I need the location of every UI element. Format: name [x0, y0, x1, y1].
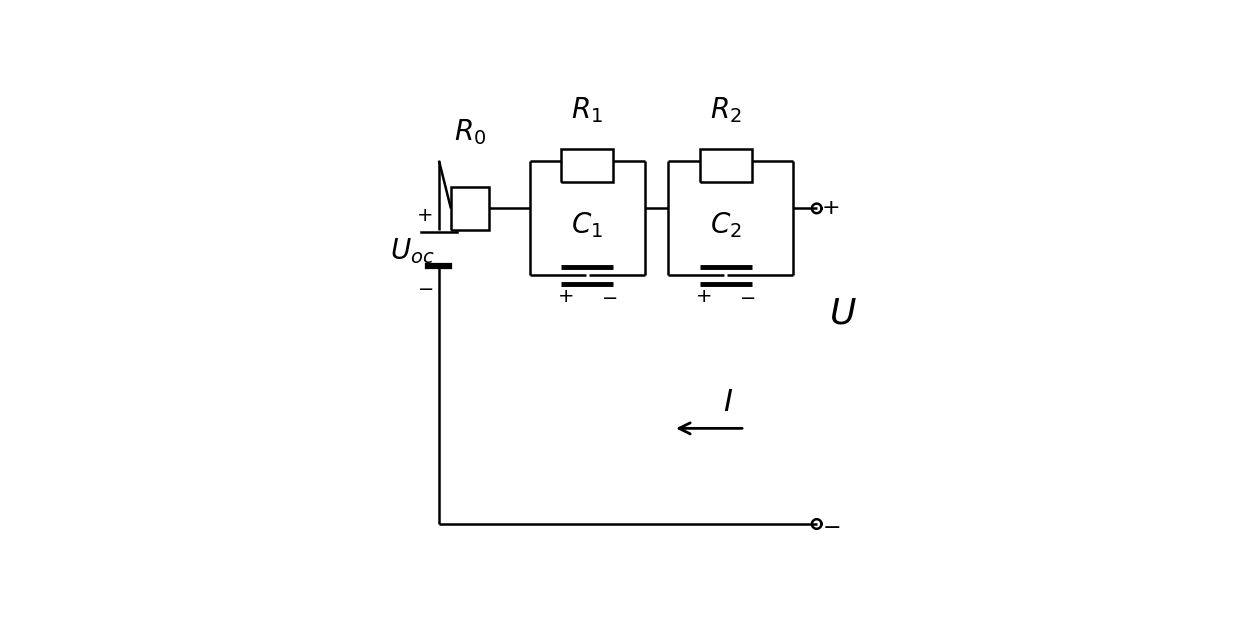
Text: $R_1$: $R_1$ [571, 96, 603, 125]
Text: +: + [696, 288, 712, 306]
Text: $U$: $U$ [829, 297, 857, 330]
Text: $C_1$: $C_1$ [571, 211, 603, 240]
Text: $R_2$: $R_2$ [710, 96, 742, 125]
Text: $C_2$: $C_2$ [710, 211, 742, 240]
Text: $I$: $I$ [724, 386, 733, 417]
Text: +: + [558, 288, 574, 306]
Text: $-$: $-$ [821, 517, 840, 537]
Text: +: + [418, 206, 434, 225]
Text: $-$: $-$ [418, 278, 434, 297]
Text: $-$: $-$ [601, 288, 617, 306]
Text: $U_{oc}$: $U_{oc}$ [390, 237, 435, 266]
Text: $-$: $-$ [740, 288, 756, 306]
Text: $R_0$: $R_0$ [453, 117, 486, 147]
Text: +: + [821, 198, 840, 219]
